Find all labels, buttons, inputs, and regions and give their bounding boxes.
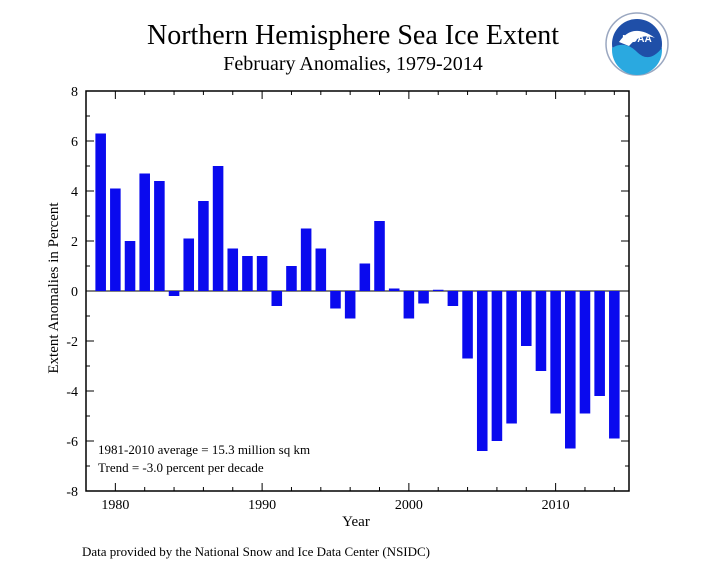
bar-1996 xyxy=(344,291,356,319)
bar-1980 xyxy=(110,188,121,291)
bar-2000 xyxy=(403,291,415,319)
bar-1994 xyxy=(315,248,327,291)
bar-1985 xyxy=(183,238,195,291)
bar-1982 xyxy=(139,173,150,291)
y-tick-label: -6 xyxy=(66,435,78,450)
bar-1995 xyxy=(330,291,341,309)
bar-2011 xyxy=(565,291,576,449)
bar-1997 xyxy=(359,263,371,291)
logo-text: NOAA xyxy=(622,34,651,45)
bar-2006 xyxy=(491,291,503,441)
bar-1986 xyxy=(198,201,209,291)
bar-2010 xyxy=(550,291,561,414)
bar-1999 xyxy=(388,288,400,291)
y-tick-label: -2 xyxy=(66,335,78,350)
bar-1988 xyxy=(227,248,239,291)
y-tick-label: 2 xyxy=(71,235,78,250)
bar-1992 xyxy=(286,266,297,291)
bar-2005 xyxy=(476,291,488,451)
y-tick-label: 0 xyxy=(71,285,78,300)
y-tick-label: -8 xyxy=(66,485,78,500)
source-note: Data provided by the National Snow and I… xyxy=(82,544,431,559)
y-axis-title: Extent Anomalies in Percent xyxy=(46,202,62,374)
x-tick-label: 2000 xyxy=(395,498,423,513)
bar-1993 xyxy=(300,228,312,291)
x-tick-label: 1990 xyxy=(248,498,276,513)
bar-2013 xyxy=(594,291,605,396)
bar-1991 xyxy=(271,291,283,306)
x-tick-label: 2010 xyxy=(542,498,570,513)
annotation-trend: Trend = -3.0 percent per decade xyxy=(98,460,264,475)
bar-1983 xyxy=(154,181,165,291)
y-tick-label: 8 xyxy=(71,85,78,100)
bar-1998 xyxy=(374,221,385,291)
bar-2007 xyxy=(506,291,517,424)
bar-2014 xyxy=(609,291,620,439)
chart-title: Northern Hemisphere Sea Ice Extent xyxy=(146,20,560,51)
x-tick-label: 1980 xyxy=(101,498,129,513)
annotation-average: 1981-2010 average = 15.3 million sq km xyxy=(98,442,310,457)
bar-2003 xyxy=(447,291,459,306)
y-tick-label: 6 xyxy=(71,135,78,150)
bar-1990 xyxy=(256,256,268,291)
chart-subtitle: February Anomalies, 1979-2014 xyxy=(223,53,483,75)
bar-2008 xyxy=(520,291,532,346)
bar-1979 xyxy=(95,133,106,291)
bar-1981 xyxy=(124,241,136,291)
y-tick-label: -4 xyxy=(66,385,78,400)
bar-1984 xyxy=(168,291,180,296)
bar-1989 xyxy=(242,256,253,291)
bar-1987 xyxy=(212,166,224,291)
x-axis-title: Year xyxy=(342,514,370,530)
noaa-logo: NOAA xyxy=(605,12,669,76)
bar-2002 xyxy=(432,289,444,291)
bar-2001 xyxy=(418,291,429,304)
bar-2012 xyxy=(579,291,591,414)
y-tick-label: 4 xyxy=(71,185,78,200)
bar-2004 xyxy=(462,291,473,359)
bar-2009 xyxy=(535,291,547,371)
